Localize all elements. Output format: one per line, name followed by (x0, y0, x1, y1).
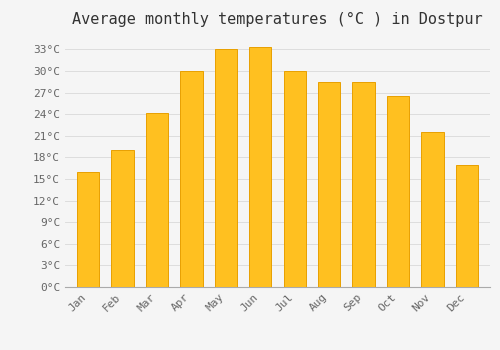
Bar (352, 82, 374, 287)
Bar (180, 71, 203, 287)
Bar (318, 82, 340, 287)
Bar (387, 96, 409, 287)
Bar (146, 113, 168, 287)
Bar (456, 164, 478, 287)
Title: Average monthly temperatures (°C ) in Dostpur: Average monthly temperatures (°C ) in Do… (72, 12, 483, 27)
Bar (249, 47, 272, 287)
Bar (77, 172, 100, 287)
Bar (284, 71, 306, 287)
Bar (112, 150, 134, 287)
Bar (421, 132, 444, 287)
Bar (214, 49, 237, 287)
